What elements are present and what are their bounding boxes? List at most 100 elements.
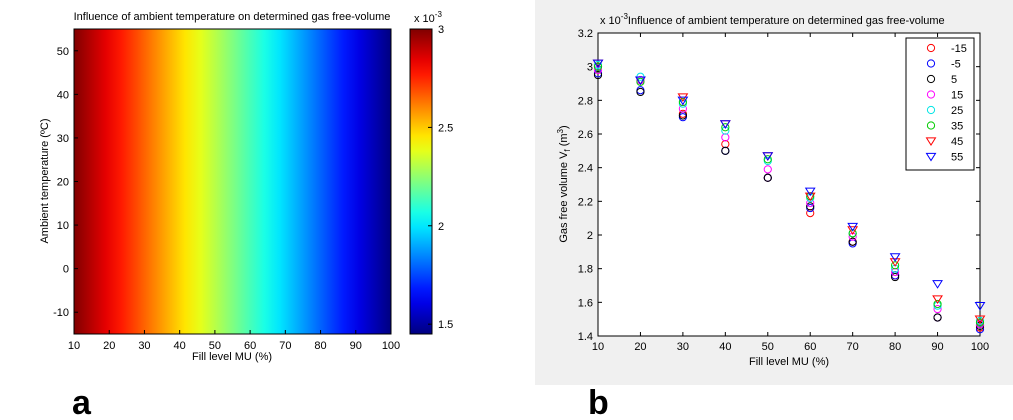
heatmap-x-tick-label: 60 [244,340,256,352]
colorbar-tick-label: 2.5 [438,122,453,134]
scatter-chart: x 10-3Influence of ambient temperature o… [556,12,989,368]
colorbar-tick-label: 3 [438,24,444,36]
scatter-point [804,187,816,197]
scatter-point [847,226,859,235]
scatter-y-tick-label: 1.4 [578,331,593,343]
scatter-y-tick-label: 3.2 [578,28,593,40]
scatter-y-tick-label: 2.4 [578,163,593,175]
heatmap-x-tick-label: 10 [68,340,80,352]
heatmap-x-tick-label: 20 [103,340,115,352]
heatmap-chart: Influence of ambient temperature on dete… [39,10,453,363]
scatter-x-axis-label: Fill level MU (%) [749,356,829,368]
heatmap-x-tick-label: 50 [209,340,221,352]
scatter-point [806,202,815,211]
heatmap-y-tick-label: 30 [57,133,69,145]
scatter-y-axis-label: Gas free volume Vf (m3) [556,125,572,242]
scatter-point [804,192,816,202]
scatter-point [763,165,772,174]
panel-label-b: b [588,384,609,420]
heatmap-field [74,29,391,334]
legend-box [905,37,975,171]
scatter-x-tick-label: 30 [677,341,689,353]
colorbar [410,29,432,334]
scatter-point [889,253,901,262]
scatter-legend: -15 -5 5 15 25 35 45 55 [905,37,975,171]
scatter-exponent: -3 [621,12,629,21]
heatmap-y-tick-label: 10 [57,220,69,232]
legend-label: 25 [951,105,963,117]
heatmap-x-axis-label: Fill level MU (%) [192,351,272,363]
scatter-point [889,258,901,267]
scatter-title: Influence of ambient temperature on dete… [628,15,945,27]
scatter-x-tick-label: 70 [847,341,859,353]
scatter-title-line: x 10-3Influence of ambient temperature o… [600,12,945,27]
heatmap-x-tick-label: 30 [138,340,150,352]
scatter-point [763,155,772,164]
scatter-x-tick-label: 40 [719,341,731,353]
legend-label: 35 [951,121,963,133]
legend-marker [925,137,937,146]
legend-label: 15 [951,90,963,102]
colorbar-tick-label: 2 [438,221,444,233]
heatmap-y-ticks: -10 0 10 20 30 40 50 [53,46,78,319]
scatter-points [592,59,986,334]
scatter-point [974,315,986,325]
colorbar-ticks: 1.5 2 2.5 3 [428,24,453,331]
colorbar-multiplier: x 10-3 [414,10,442,25]
legend-label: 5 [951,74,957,86]
heatmap-x-tick-label: 80 [314,340,326,352]
scatter-y-tick-label: 2.8 [578,95,593,107]
scatter-point [635,76,646,86]
scatter-point [974,302,986,311]
scatter-point [592,59,604,69]
scatter-point [678,97,687,107]
scatter-y-ticks: 1.4 1.6 1.8 2 2.2 2.4 2.6 2.8 3 3.2 [578,28,980,343]
legend-marker [926,121,936,130]
scatter-point [932,295,943,304]
scatter-point [636,87,645,97]
scatter-point [848,237,857,246]
scatter-y-tick-label: 1.6 [578,297,593,309]
scatter-x-tick-label: 80 [889,341,901,353]
scatter-y-tick-label: 2.6 [578,129,593,141]
heatmap-y-tick-label: 0 [63,264,69,276]
scatter-point [975,318,985,327]
scatter-point [891,272,900,282]
scatter-point [932,280,943,289]
scatter-point [763,173,772,182]
scatter-point [721,146,730,155]
panel-label-a: a [72,384,92,420]
heatmap-y-tick-label: 40 [57,89,69,101]
heatmap-y-tick-label: 20 [57,177,69,189]
legend-marker [926,43,936,53]
scatter-x-tick-label: 100 [971,341,989,353]
scatter-point [593,62,603,71]
legend-marker [926,105,936,115]
scatter-point [636,77,645,86]
legend-marker [926,74,936,84]
scatter-point [593,70,603,80]
heatmap-x-tick-label: 40 [174,340,186,352]
scatter-x-tick-label: 20 [634,341,646,353]
scatter-y-tick-label: 2.2 [578,196,593,208]
legend-marker [926,90,936,99]
legend-marker [926,59,936,68]
scatter-y-tick-label: 3 [587,62,593,74]
scatter-x-ticks: 10 20 30 40 50 60 70 80 90 100 [592,33,989,353]
legend-label: 55 [951,152,963,164]
scatter-multiplier: x 10 [600,15,621,27]
scatter-point [719,120,731,129]
scatter-point [721,123,730,132]
heatmap-x-tick-label: 100 [382,340,400,352]
scatter-point [933,299,942,309]
scatter-point [933,304,942,314]
scatter-point [847,222,859,232]
legend-label: -15 [951,43,967,55]
heatmap-x-tick-label: 90 [350,340,362,352]
heatmap-y-tick-label: -10 [53,307,69,319]
heatmap-title: Influence of ambient temperature on dete… [74,11,391,23]
heatmap-y-tick-label: 50 [57,46,69,58]
colorbar-frame [409,28,433,335]
scatter-y-tick-label: 2 [587,230,593,242]
scatter-point [933,313,942,322]
